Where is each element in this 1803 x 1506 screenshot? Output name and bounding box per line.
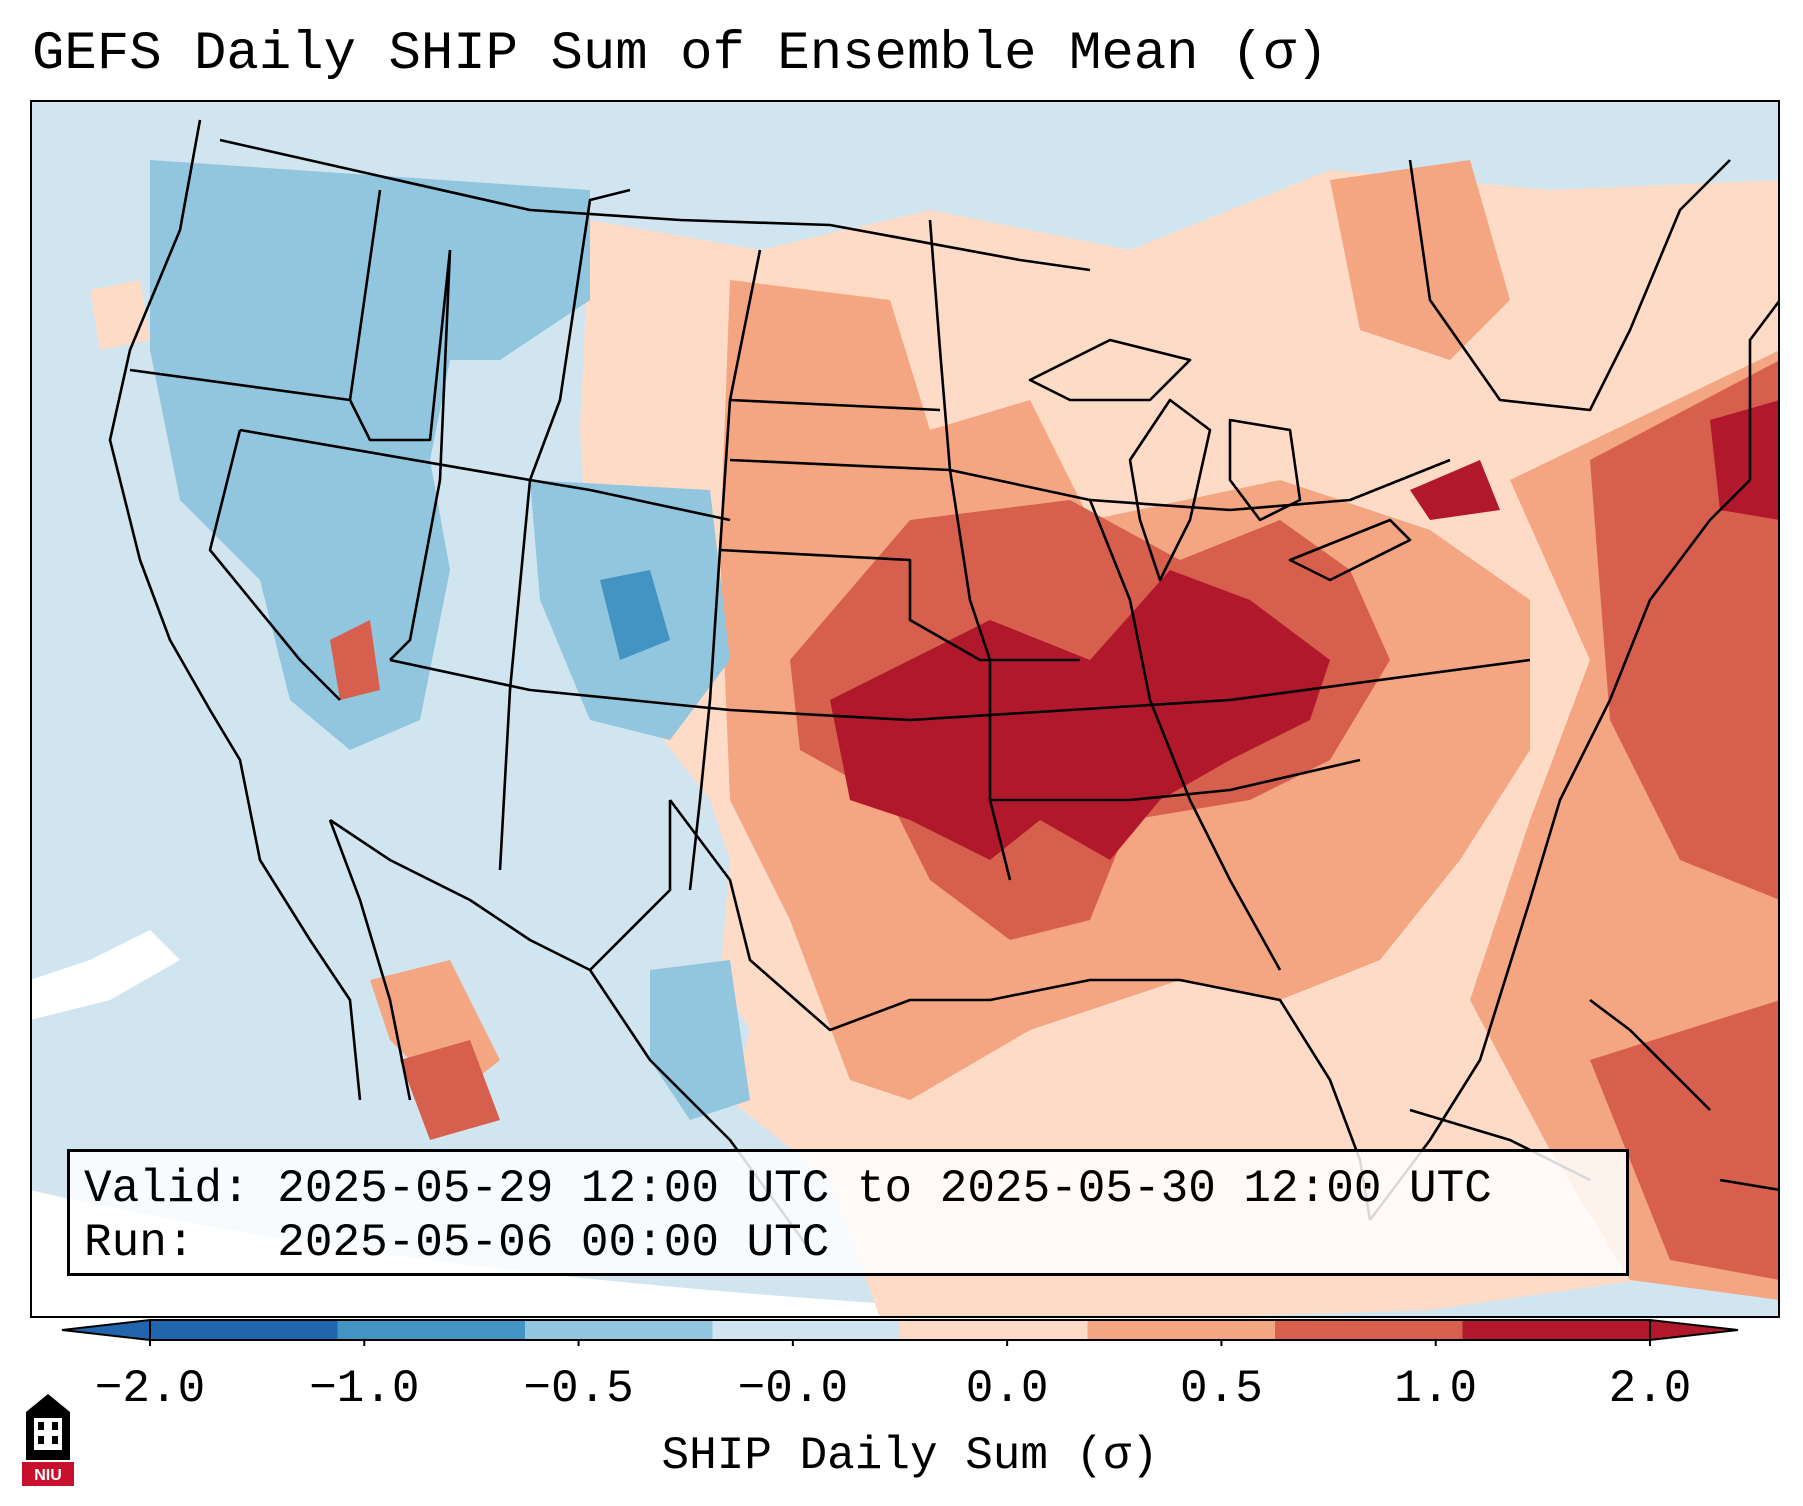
colorbar-tick-label: −0.0 bbox=[737, 1363, 849, 1415]
lake-erie bbox=[1288, 518, 1412, 582]
colorbar-segments bbox=[61, 1318, 1739, 1342]
state-line-idaho bbox=[348, 249, 452, 442]
run-value: 2025-05-06 00:00 UTC bbox=[277, 1217, 830, 1269]
colorbar-segment bbox=[337, 1320, 526, 1340]
colorbar-segment bbox=[525, 1320, 713, 1340]
colorbar-outline bbox=[149, 1319, 1651, 1341]
anomaly-strong-positive-caribbean bbox=[1590, 1000, 1780, 1280]
colorbar bbox=[61, 1318, 1739, 1346]
us-mexico-border bbox=[329, 800, 672, 972]
colorbar-tick-label: 2.0 bbox=[1608, 1363, 1692, 1415]
new-england-coastline bbox=[1748, 299, 1780, 480]
logo-text: NIU bbox=[34, 1467, 62, 1484]
anomaly-west-hotspot bbox=[330, 620, 380, 700]
west-coastline bbox=[108, 119, 362, 1101]
political-boundaries bbox=[108, 119, 1780, 1251]
anomaly-extreme-positive-ontario bbox=[1410, 460, 1500, 520]
colorbar-segment bbox=[712, 1320, 901, 1340]
colorbar-tick-label: −0.5 bbox=[523, 1363, 634, 1415]
colorbar-segment bbox=[150, 1320, 338, 1340]
anomaly-neutral-pacific bbox=[30, 930, 180, 1020]
state-line-central bbox=[389, 658, 1531, 722]
st-lawrence-coastline bbox=[1408, 159, 1731, 412]
colorbar-tick-label: 0.0 bbox=[965, 1363, 1049, 1415]
lake-michigan bbox=[1128, 398, 1212, 582]
run-label: Run: bbox=[84, 1217, 195, 1269]
colorbar-tick-label: −2.0 bbox=[94, 1363, 206, 1415]
valid-value: 2025-05-29 12:00 UTC to 2025-05-30 12:00… bbox=[277, 1163, 1492, 1215]
colorbar-label: SHIP Daily Sum (σ) bbox=[661, 1430, 1159, 1482]
niu-logo-icon: NIU bbox=[22, 1394, 74, 1486]
state-line-nv-ca bbox=[208, 429, 341, 701]
lake-superior bbox=[1028, 338, 1192, 402]
anomaly-strong-negative bbox=[600, 570, 670, 660]
anomaly-pacific-patch bbox=[90, 280, 150, 350]
anomaly-extreme-positive-ne bbox=[1710, 400, 1780, 520]
us-canada-border bbox=[219, 138, 1091, 272]
state-line-south bbox=[990, 758, 1361, 802]
colorbar-tick-label: 0.5 bbox=[1180, 1363, 1263, 1415]
colorbar-segment bbox=[900, 1320, 1088, 1340]
anomaly-moderate-negative-mexico bbox=[650, 960, 750, 1120]
colorbar-extend-low bbox=[61, 1318, 151, 1342]
colorbar-segment bbox=[1462, 1320, 1651, 1340]
anomaly-baja-hotspot bbox=[400, 1040, 500, 1140]
state-line-plains-west bbox=[688, 249, 762, 891]
gulf-of-california bbox=[328, 819, 412, 1101]
projection-edge bbox=[30, 1190, 1780, 1318]
state-line-az-nm bbox=[498, 479, 532, 871]
colorbar-tick-label: −1.0 bbox=[309, 1363, 420, 1415]
anomaly-extreme-positive bbox=[830, 570, 1330, 860]
state-line-northern-tier bbox=[239, 428, 731, 522]
colorbar-ticks bbox=[149, 1340, 1651, 1346]
anomaly-field bbox=[30, 160, 1780, 1318]
bahamas-outline bbox=[1589, 998, 1711, 1111]
valid-label: Valid: bbox=[84, 1163, 250, 1215]
state-line-dakotas bbox=[729, 398, 941, 412]
gulf-coastline bbox=[668, 799, 1180, 1032]
hispaniola-outline bbox=[1719, 1178, 1780, 1192]
anomaly-map bbox=[30, 100, 1780, 1318]
east-coastline bbox=[1368, 479, 1751, 1221]
map-panel bbox=[30, 100, 1780, 1318]
colorbar-extend-high bbox=[1649, 1318, 1739, 1342]
page-title: GEFS Daily SHIP Sum of Ensemble Mean (σ) bbox=[32, 24, 1329, 85]
lake-huron bbox=[1228, 418, 1302, 522]
logo-banner bbox=[22, 1462, 74, 1486]
state-line-utah bbox=[389, 249, 452, 661]
colorbar-tick-label: 1.0 bbox=[1394, 1363, 1478, 1415]
anomaly-moderate-positive-quebec bbox=[1330, 160, 1510, 360]
colorbar-segment bbox=[1275, 1320, 1463, 1340]
state-line-southeast bbox=[1148, 699, 1282, 971]
anomaly-moderate-negative bbox=[150, 160, 590, 750]
colorbar-segment bbox=[1087, 1320, 1276, 1340]
state-line-ks-ne bbox=[719, 548, 1080, 662]
state-line-montana bbox=[528, 188, 631, 481]
valid-run-info-box: Valid: 2025-05-29 12:00 UTC to 2025-05-3… bbox=[67, 1149, 1629, 1276]
